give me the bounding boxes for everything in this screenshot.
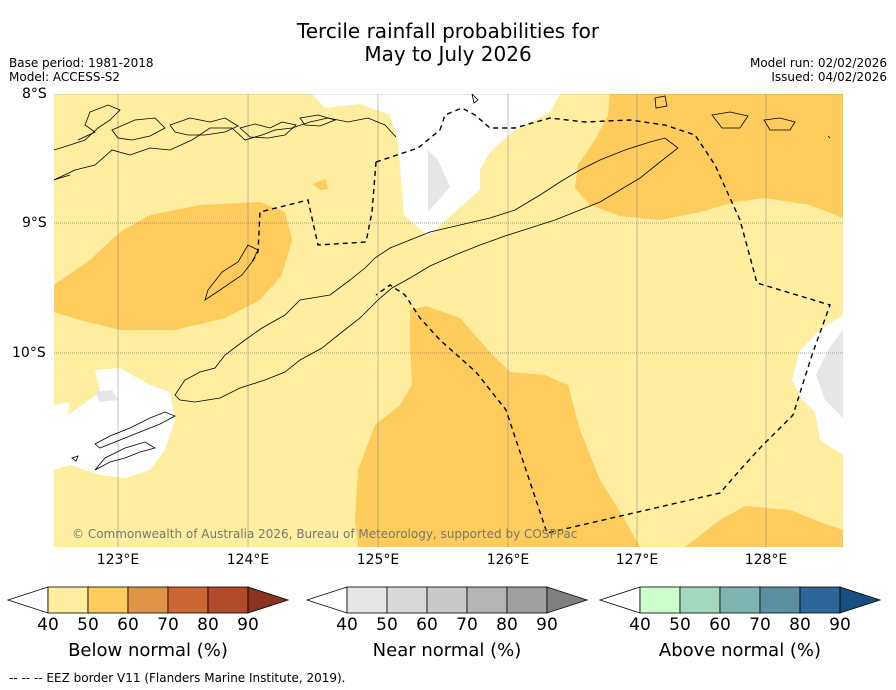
graticule bbox=[54, 94, 843, 354]
colorbar-above-tick: 80 bbox=[789, 615, 811, 635]
near-normal-50-patch-east bbox=[816, 330, 843, 418]
colorbar-below-segment bbox=[47, 586, 89, 614]
model-run: Model run: 02/02/2026 bbox=[749, 56, 887, 70]
lon-label-128e: 128°E bbox=[744, 552, 788, 568]
below-normal-60-small-blob bbox=[312, 179, 328, 190]
colorbar-above-extend-low bbox=[598, 586, 641, 614]
colorbar-above-segment bbox=[759, 586, 801, 614]
colorbar-above-extend-high bbox=[839, 586, 882, 614]
colorbar-above-tick: 50 bbox=[669, 615, 691, 635]
colorbar-below-tick: 40 bbox=[37, 615, 59, 635]
colorbar-below-extend-low bbox=[6, 586, 49, 614]
colorbar-above-tick: 60 bbox=[709, 615, 731, 635]
colorbar-below-segment bbox=[87, 586, 129, 614]
eez-legend-note: -- -- -- EEZ border V11 (Flanders Marine… bbox=[9, 671, 346, 685]
colorbar-below-normal bbox=[6, 586, 290, 614]
colorbar-below-tick: 80 bbox=[197, 615, 219, 635]
colorbar-above-tick: 70 bbox=[749, 615, 771, 635]
title-line-1: Tercile rainfall probabilities for bbox=[296, 19, 600, 43]
colorbar-above-segment bbox=[719, 586, 761, 614]
lat-label-10s: 10°S bbox=[12, 345, 46, 361]
colorbar-above-normal bbox=[598, 586, 882, 614]
eez-border bbox=[251, 107, 831, 534]
colorbar-near-segment bbox=[386, 586, 428, 614]
white-zone-north2 bbox=[444, 98, 472, 132]
colorbar-near-segment bbox=[466, 586, 508, 614]
colorbar-above-segment bbox=[679, 586, 721, 614]
graticule-meridians bbox=[117, 94, 767, 547]
lon-label-126e: 126°E bbox=[486, 552, 530, 568]
colorbar-near-segment bbox=[426, 586, 468, 614]
colorbar-near-extend-high bbox=[546, 586, 589, 614]
colorbar-near-tick: 50 bbox=[376, 615, 398, 635]
colorbar-above-segment bbox=[639, 586, 681, 614]
meta-right: Model run: 02/02/2026 Issued: 04/02/2026 bbox=[750, 56, 887, 84]
colorbar-near-tick: 40 bbox=[336, 615, 358, 635]
coastline bbox=[54, 94, 831, 471]
colorbar-below-extend-high bbox=[247, 586, 290, 614]
colorbar-near-segment bbox=[346, 586, 388, 614]
colorbar-below-segment bbox=[127, 586, 169, 614]
colorbar-below-segment bbox=[207, 586, 249, 614]
colorbar-below-segment bbox=[167, 586, 209, 614]
lon-label-123e: 123°E bbox=[96, 552, 140, 568]
model-name: Model: ACCESS-S2 bbox=[9, 70, 121, 84]
near-normal-50-patch-north bbox=[428, 150, 450, 212]
colorbar-below-tick: 90 bbox=[237, 615, 259, 635]
issued-date: Issued: 04/02/2026 bbox=[771, 70, 887, 84]
colorbar-above-tick: 40 bbox=[629, 615, 651, 635]
lat-label-9s: 9°S bbox=[22, 215, 47, 231]
colorbar-above-tick: 90 bbox=[829, 615, 851, 635]
colorbar-near-tick: 60 bbox=[416, 615, 438, 635]
colorbar-title-near: Near normal (%) bbox=[372, 640, 522, 661]
colorbar-above-segment bbox=[799, 586, 841, 614]
map-title: Tercile rainfall probabilities for May t… bbox=[0, 20, 896, 66]
near-normal-50-patch-west bbox=[95, 390, 118, 402]
below-normal-60-northeast bbox=[575, 94, 843, 220]
colorbars bbox=[6, 586, 882, 614]
colorbar-below-tick: 70 bbox=[157, 615, 179, 635]
colorbar-near-tick: 70 bbox=[456, 615, 478, 635]
colorbar-near-segment bbox=[506, 586, 548, 614]
lat-label-8s: 8°S bbox=[22, 86, 47, 102]
lon-label-125e: 125°E bbox=[356, 552, 400, 568]
colorbar-near-normal bbox=[305, 586, 589, 614]
colorbar-near-tick: 90 bbox=[536, 615, 558, 635]
colorbar-below-tick: 50 bbox=[77, 615, 99, 635]
below-normal-60-central bbox=[355, 306, 640, 547]
meta-left: Base period: 1981-2018 Model: ACCESS-S2 bbox=[9, 56, 154, 84]
colorbar-below-tick: 60 bbox=[117, 615, 139, 635]
below-normal-60-west bbox=[54, 202, 292, 330]
colorbar-near-extend-low bbox=[305, 586, 348, 614]
copyright-note: © Commonwealth of Australia 2026, Bureau… bbox=[72, 527, 578, 541]
colorbar-title-below: Below normal (%) bbox=[68, 640, 228, 661]
below-normal-60-southeast bbox=[685, 506, 843, 547]
lon-label-127e: 127°E bbox=[615, 552, 659, 568]
title-line-2: May to July 2026 bbox=[364, 42, 532, 66]
lon-label-124e: 124°E bbox=[226, 552, 270, 568]
colorbar-title-above: Above normal (%) bbox=[658, 640, 822, 661]
colorbar-near-tick: 80 bbox=[496, 615, 518, 635]
base-period: Base period: 1981-2018 bbox=[9, 56, 154, 70]
